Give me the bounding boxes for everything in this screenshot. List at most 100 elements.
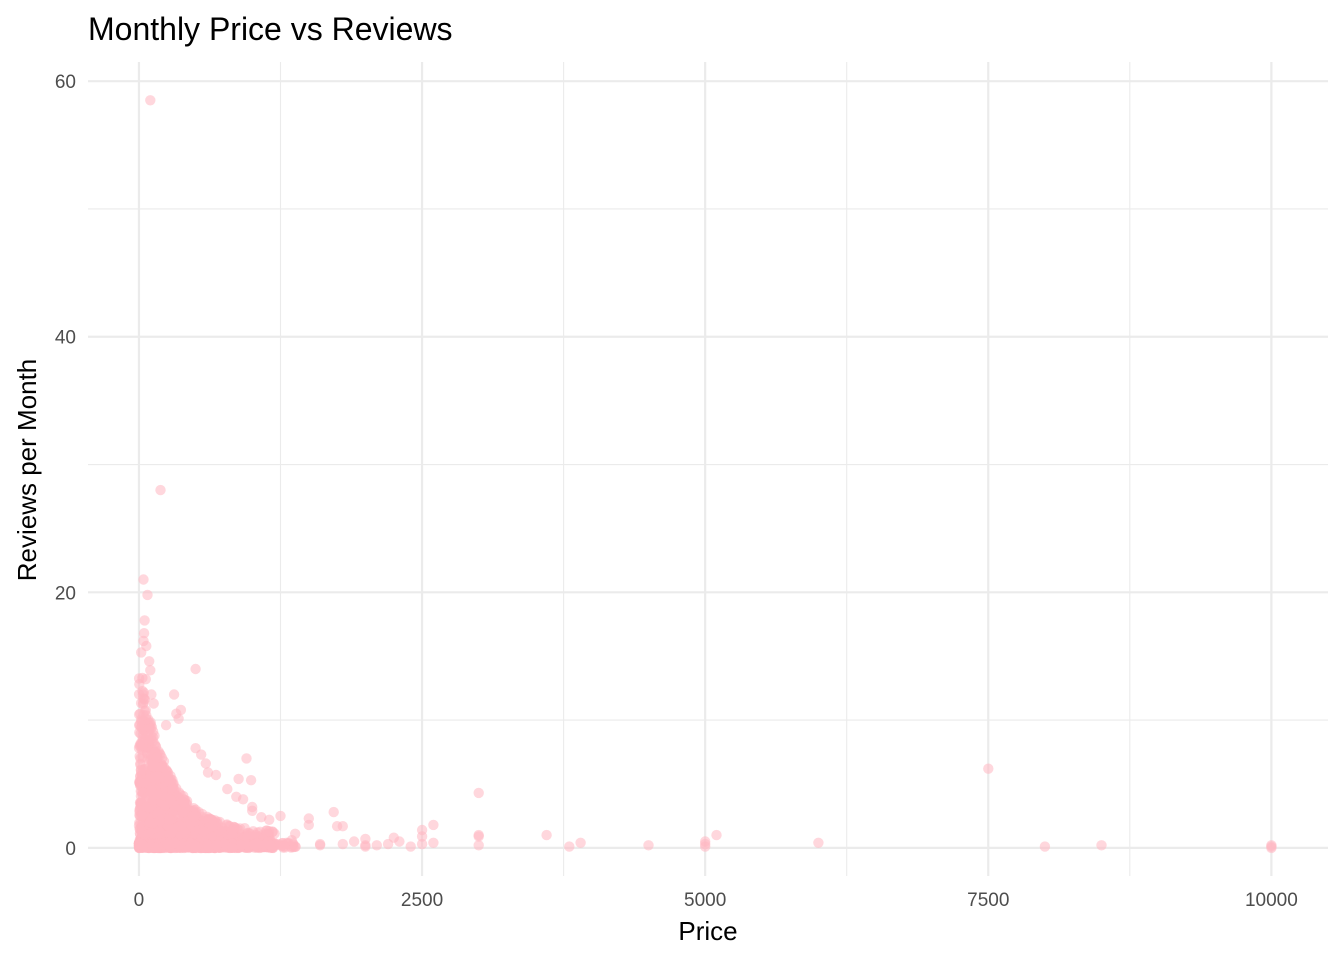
data-point [360,841,371,852]
data-point [211,840,222,851]
data-point [219,839,230,850]
data-point [142,589,153,601]
data-point [473,840,484,851]
data-point [138,574,149,585]
data-point [382,838,394,850]
y-axis-title: Reviews per Month [12,359,42,582]
data-point [188,811,200,822]
data-point [394,836,405,847]
data-point [168,689,180,700]
data-point [134,740,145,751]
data-point [149,772,160,783]
data-point [137,839,148,851]
chart-title: Monthly Price vs Reviews [88,11,453,47]
data-point [164,814,175,825]
y-tick-label: 40 [55,328,76,349]
data-point [146,785,158,797]
data-point [256,812,267,823]
x-tick-label: 2500 [401,890,443,911]
data-point [541,829,552,841]
data-point [222,783,233,795]
data-point [416,838,428,850]
data-point [236,840,247,851]
data-point [279,840,290,852]
data-point [337,838,348,850]
data-point [145,665,156,676]
data-point [711,829,722,841]
data-point [1096,840,1107,851]
data-point [148,698,159,709]
data-point [214,816,225,828]
data-point [564,841,575,852]
data-points [133,95,1277,854]
data-point [160,720,172,731]
y-tick-label: 60 [55,72,76,93]
data-point [139,694,150,705]
data-point [140,674,151,685]
data-point [165,794,176,805]
tick-labels: 0 2500 5000 7500 10000 0 20 40 60 [55,72,1298,911]
data-point [135,765,147,776]
data-point [1266,842,1277,854]
x-tick-label: 5000 [684,890,726,911]
data-point [348,836,360,847]
data-point [145,723,156,734]
y-tick-label: 0 [65,839,76,860]
data-point [249,839,260,850]
gridlines [88,62,1328,876]
data-point [286,835,297,846]
data-point [137,685,148,697]
data-point [264,826,275,837]
data-point [169,837,180,849]
y-tick-label: 20 [55,583,76,604]
data-point [247,805,258,816]
data-point [643,840,654,851]
x-axis-title: Price [678,916,737,946]
data-point [303,819,314,831]
data-point [134,777,145,788]
data-point [371,840,382,851]
data-point [198,826,209,837]
data-point [190,663,201,675]
data-point [575,837,586,848]
data-point [813,837,824,848]
data-point [983,763,994,774]
data-point [147,761,158,772]
data-point [173,713,184,724]
data-point [136,810,148,821]
x-tick-label: 0 [134,890,145,911]
data-point [138,709,149,721]
data-point [227,842,238,853]
data-point [428,819,439,831]
data-point [139,615,150,626]
data-point [210,769,222,781]
data-point [155,484,166,496]
data-point [200,758,211,769]
data-point [144,656,155,667]
data-point [145,95,156,106]
data-point [136,647,147,658]
data-point [144,816,156,828]
data-point [233,773,244,785]
data-point [145,733,157,744]
data-point [1039,841,1051,852]
data-point [428,837,439,848]
x-tick-label: 7500 [967,890,1009,911]
data-point [337,821,348,832]
data-point [206,814,218,825]
data-point [241,753,252,764]
data-point [264,814,275,825]
data-point [473,831,484,842]
data-point [138,628,150,639]
data-point [416,831,428,842]
data-point [314,840,326,851]
data-point [275,810,286,822]
data-point [178,790,189,802]
data-point [328,806,339,818]
data-point [190,841,201,852]
x-tick-label: 10000 [1245,890,1298,911]
data-point [265,839,276,851]
data-point [700,841,711,852]
